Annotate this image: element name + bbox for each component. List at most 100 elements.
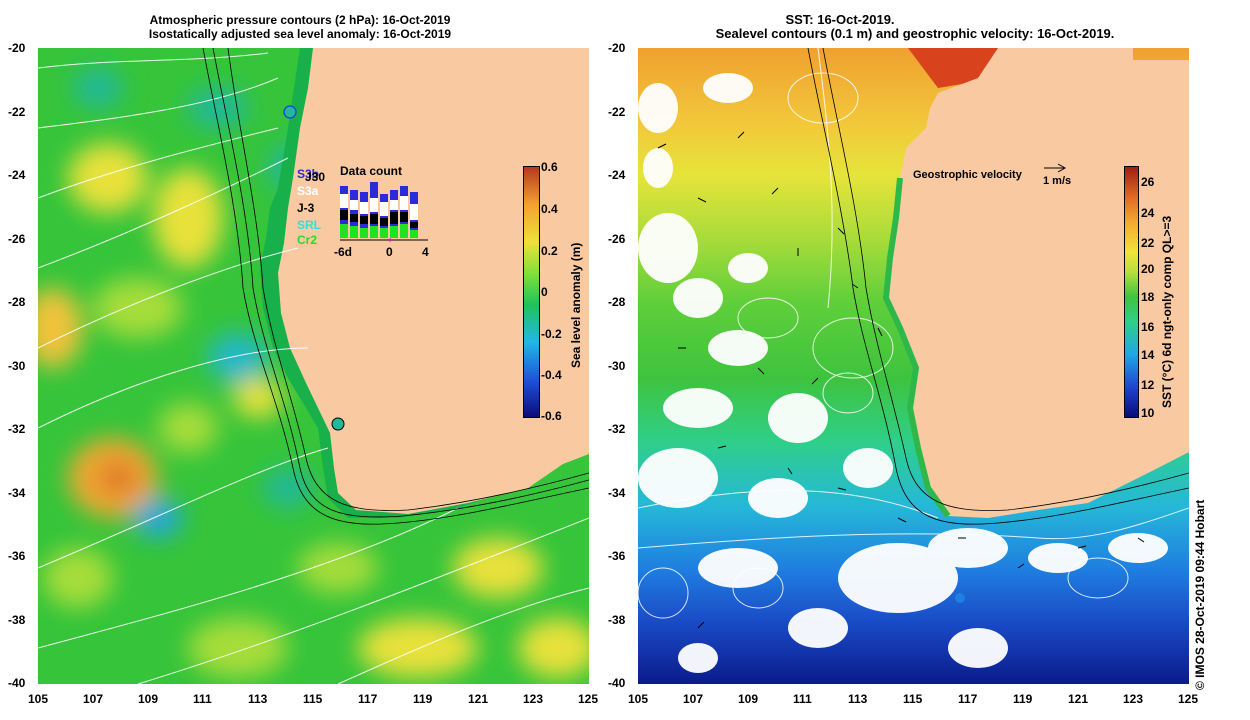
right-colorbar-tick: 20 [1141,262,1155,276]
y-tick: -32 [8,422,26,436]
y-tick: -36 [8,549,26,563]
x-tick: 113 [248,692,268,706]
pressure-contours [38,52,589,684]
y-tick: -26 [8,232,26,246]
sea-level-anomaly-map [38,48,589,684]
y-tick: -34 [8,486,26,500]
left-colorbar-tick: -0.6 [541,409,562,423]
sst-map [638,48,1189,673]
right-colorbar [1124,166,1139,418]
x-tick: 121 [468,692,489,706]
left-colorbar-tick: -0.2 [541,327,562,341]
left-colorbar-tick: 0.4 [541,202,558,216]
satellite-label-j30: J30 [305,170,326,184]
x-tick: 113 [848,692,868,706]
anomaly-field [38,68,589,678]
right-colorbar-tick: 10 [1141,406,1155,420]
coastal-band-sst [882,177,951,518]
sealevel-contours [638,48,1189,619]
x-tick: 111 [193,692,212,706]
velocity-scale-label: 1 m/s [1043,175,1072,187]
right-colorbar-tick: 22 [1141,236,1155,250]
y-tick: -28 [8,295,26,309]
imos-credit: © IMOS 28-Oct-2019 09:44 Hobart [1193,499,1207,690]
station-marker-sst[interactable] [955,593,965,603]
y-tick: -32 [608,422,626,436]
left-colorbar-tick: 0.2 [541,244,558,258]
satellite-label-srl: SRL [297,218,321,232]
australia-land-sst [886,48,1189,518]
satellite-label-s3a: S3a [297,184,319,198]
right-colorbar-tick: 18 [1141,290,1155,304]
data-count-axis-zero: 0 [386,245,393,259]
x-tick: 105 [628,692,649,706]
right-title: SST: 16-Oct-2019. Sealevel contours (0.1… [640,13,1190,41]
x-tick: 125 [578,692,599,706]
data-count-axis-end: 4 [422,245,429,259]
y-tick: -34 [608,486,626,500]
right-colorbar-tick: 14 [1141,348,1155,362]
right-colorbar-tick: 12 [1141,378,1155,392]
left-title-line2: Isostatically adjusted sea level anomaly… [148,27,452,41]
y-tick: -22 [8,105,26,119]
x-tick: 123 [1123,692,1144,706]
left-colorbar-tick: 0.6 [541,160,558,174]
y-tick: -38 [8,613,26,627]
x-tick: 111 [793,692,812,706]
velocity-arrows [657,131,1145,629]
x-tick: 109 [138,692,159,706]
data-count-title: Data count [340,164,403,178]
y-tick: -24 [8,168,26,182]
station-marker[interactable] [331,417,345,431]
y-tick: -20 [608,41,626,55]
x-tick: 115 [303,692,323,706]
australia-land [278,48,589,514]
y-tick: -20 [8,41,26,55]
x-tick: 105 [28,692,49,706]
left-colorbar-tick: 0 [541,285,548,299]
left-colorbar-label: Sea level anomaly (m) [569,242,583,368]
x-tick: 119 [1013,692,1033,706]
velocity-label: Geostrophic velocity [913,169,1022,181]
y-tick: -24 [608,168,626,182]
left-title: Atmospheric pressure contours (2 hPa): 1… [110,13,490,41]
left-map[interactable] [38,48,589,684]
y-tick: -30 [608,359,626,373]
left-title-line1: Atmospheric pressure contours (2 hPa): 1… [149,13,451,27]
y-tick: -28 [608,295,626,309]
x-tick: 115 [903,692,923,706]
satellite-label-s3b: S3b [297,167,320,181]
x-tick: 109 [738,692,759,706]
x-tick: 119 [413,692,433,706]
x-tick: 125 [1178,692,1199,706]
x-tick: 117 [958,692,978,706]
x-tick: 107 [83,692,104,706]
x-tick: 117 [358,692,378,706]
right-title-line2: Sealevel contours (0.1 m) and geostrophi… [715,26,1115,41]
y-tick: -22 [608,105,626,119]
bathymetry-contours [202,48,589,525]
right-colorbar-tick: 16 [1141,320,1155,334]
data-count-bars [340,182,428,242]
cloud-mask [638,73,1168,673]
y-tick: -40 [608,676,626,690]
y-tick: -26 [608,232,626,246]
x-tick: 121 [1068,692,1089,706]
right-colorbar-label: SST (°C) 6d ngt-only comp QL>=3 [1160,215,1174,408]
satellite-label-j3: J-3 [297,201,315,215]
y-tick: -30 [8,359,26,373]
station-marker[interactable] [283,105,297,119]
right-colorbar-tick: 26 [1141,175,1155,189]
left-colorbar-tick: -0.4 [541,368,562,382]
x-tick: 107 [683,692,704,706]
y-tick: -38 [608,613,626,627]
data-count-axis-start: -6d [334,245,352,259]
right-title-line1: SST: 16-Oct-2019. [785,12,895,27]
left-colorbar [523,166,540,418]
y-tick: -40 [8,676,26,690]
right-map[interactable] [638,48,1189,684]
bathymetry-contours-sst [807,48,1189,525]
right-colorbar-tick: 24 [1141,206,1155,220]
velocity-scale-arrow [1044,163,1067,173]
satellite-label-cr2: Cr2 [297,233,318,247]
